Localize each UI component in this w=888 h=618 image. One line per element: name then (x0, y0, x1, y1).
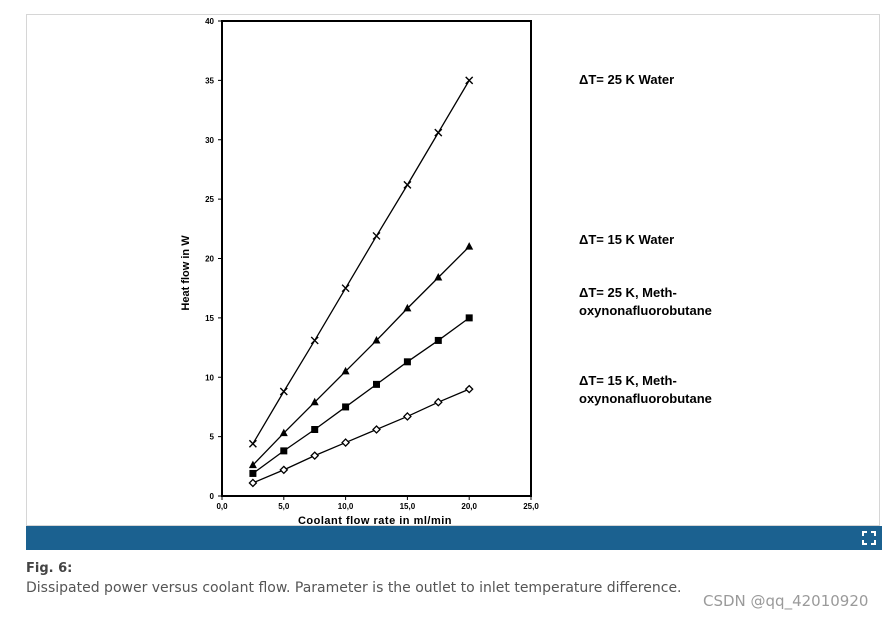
figure-label: Fig. 6: (26, 561, 73, 576)
series-label: ΔT= 25 K Water (579, 72, 674, 87)
data-point-triangle (310, 397, 319, 406)
data-point-x (465, 76, 474, 85)
data-point-x (279, 387, 288, 396)
plot-area (221, 20, 532, 497)
data-point-x (248, 439, 257, 448)
y-tick-label: 20 (205, 255, 214, 264)
series-label: oxynonafluorobutane (579, 303, 712, 318)
x-axis-label: Coolant flow rate in ml/min (298, 515, 452, 525)
x-tick-label: 5,0 (278, 502, 290, 511)
series-label: ΔT= 25 K, Meth- (579, 285, 677, 300)
y-tick-label: 30 (205, 136, 214, 145)
data-point-triangle (341, 366, 350, 375)
y-tick-label: 25 (205, 195, 214, 204)
series-line (252, 246, 470, 466)
series-line (252, 317, 470, 474)
data-point-diamond (433, 397, 443, 407)
x-tick-label: 15,0 (400, 502, 416, 511)
data-point-triangle (403, 303, 412, 312)
data-point-square (342, 403, 350, 411)
data-point-x (341, 284, 350, 293)
data-point-triangle (434, 273, 443, 281)
data-point-diamond (372, 425, 381, 434)
y-axis-label: Heat flow in W (180, 235, 192, 311)
figure-frame: 0 5 10 15 20 25 30 35 40 0,0 5,0 10,0 15,0 20,0 25,0 … (26, 14, 880, 527)
y-tick-label: 5 (210, 433, 215, 442)
data-point-triangle (248, 460, 257, 469)
figure-caption: Dissipated power versus coolant flow. Pa… (26, 580, 682, 596)
data-point-square (434, 336, 442, 344)
watermark: CSDN @qq_42010920 (703, 592, 869, 610)
data-point-diamond (341, 438, 351, 447)
data-point-x (434, 128, 443, 137)
y-tick-label: 35 (205, 76, 214, 85)
series-label: oxynonafluorobutane (579, 391, 712, 406)
data-point-x (372, 231, 381, 240)
data-point-square (465, 314, 473, 322)
data-point-diamond (310, 451, 320, 461)
x-tick-label: 0,0 (216, 502, 228, 511)
data-point-triangle (465, 242, 474, 250)
caption-bar (26, 526, 882, 550)
y-tick-label: 0 (210, 492, 215, 501)
y-tick-label: 40 (205, 17, 214, 26)
data-point-square (403, 358, 411, 366)
expand-fullscreen-icon[interactable] (862, 531, 876, 545)
data-point-square (280, 447, 288, 455)
data-point-square (249, 469, 257, 477)
series-label: ΔT= 15 K Water (579, 232, 674, 247)
data-point-diamond (279, 465, 289, 475)
data-point-x (403, 180, 412, 189)
x-tick-label: 20,0 (461, 502, 477, 511)
data-point-diamond (402, 412, 412, 421)
data-point-square (373, 380, 380, 388)
x-tick-label: 10,0 (338, 502, 354, 511)
series-line (252, 80, 470, 445)
data-point-square (311, 426, 319, 433)
series-label: ΔT= 15 K, Meth- (579, 373, 677, 388)
data-point-triangle (372, 335, 381, 344)
data-point-triangle (279, 428, 288, 437)
data-point-x (310, 336, 319, 345)
data-point-diamond (464, 384, 474, 394)
series-line (252, 388, 470, 484)
x-tick-label: 25,0 (523, 502, 539, 511)
data-point-diamond (248, 478, 258, 488)
y-tick-label: 10 (205, 373, 214, 382)
y-tick-label: 15 (205, 314, 214, 323)
